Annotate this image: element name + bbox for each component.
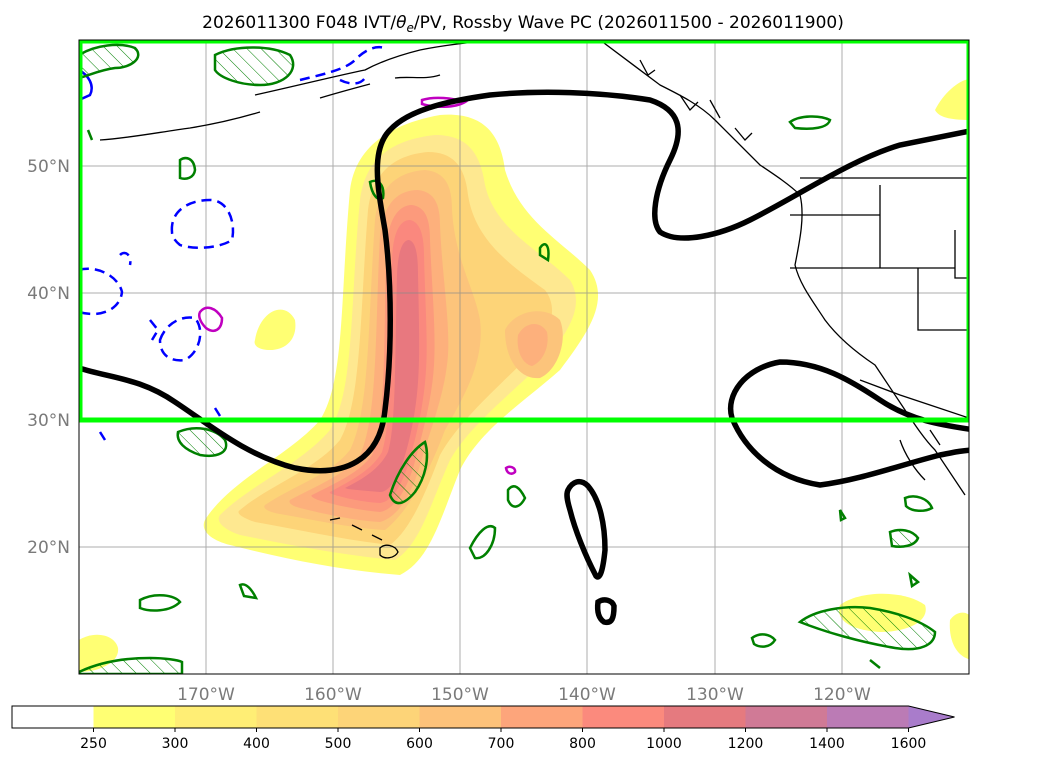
green-contour-2 (213, 46, 295, 87)
green-contour-9 (506, 485, 527, 508)
green-contour-12 (79, 656, 184, 674)
green-contour-4 (176, 427, 228, 457)
colorbar-outline (11, 705, 955, 729)
green-contour-11 (238, 583, 259, 600)
blue-solid-contours (79, 68, 222, 441)
ivt-1000 (345, 240, 420, 492)
green-contour-5 (388, 440, 429, 505)
magenta-contour-3 (504, 465, 517, 475)
colorbar-segment (745, 706, 827, 728)
green-contour-8 (468, 525, 497, 560)
magenta-contour-1 (198, 306, 224, 332)
wave-contour-east (727, 359, 969, 488)
colorbar-segment (93, 706, 175, 728)
ivt-250-blob-b (935, 79, 969, 120)
green-contour-7 (538, 243, 550, 263)
ivt-250-blob-e (949, 612, 969, 660)
colorbar-tick-label: 700 (488, 736, 515, 752)
coast-islands-1 (639, 59, 753, 141)
green-contour-3 (178, 156, 197, 180)
colorbar: 250 300 400 500 600 700 800 1000 1200 1400 1600 (11, 705, 955, 752)
blue-dashed-3 (158, 316, 202, 362)
green-contour-1 (79, 43, 140, 80)
lon-tick-label: 160°W (304, 685, 362, 705)
wave-contour-loop-2 (594, 597, 617, 626)
colorbar-tick-label: 1000 (646, 736, 682, 752)
green-contour-15 (888, 528, 920, 548)
green-contour-17 (750, 633, 777, 648)
lon-tick-labels: 170°W 160°W 150°W 140°W 130°W 120°W (177, 685, 871, 705)
colorbar-tick-label: 600 (406, 736, 433, 752)
colorbar-tick-label: 250 (80, 736, 107, 752)
map-frame (78, 39, 970, 675)
green-contours (79, 43, 937, 674)
colorbar-segment (338, 706, 420, 728)
colorbar-tick-label: 1200 (728, 736, 764, 752)
coast-hawaii (329, 517, 399, 559)
colorbar-tick-label: 500 (325, 736, 352, 752)
lon-tick-label: 170°W (177, 685, 235, 705)
ivt-250-blob-a (254, 309, 296, 350)
lat-tick-labels: 20°N 30°N 40°N 50°N (27, 157, 70, 558)
lon-tick-label: 130°W (686, 685, 744, 705)
green-contour-18 (86, 129, 921, 669)
ivt-600-east (517, 324, 548, 366)
figure-title: 2026011300 F048 IVT/θe/PV, Rossby Wave P… (202, 13, 844, 35)
colorbar-segment (419, 706, 501, 728)
colorbar-under-segment (12, 706, 94, 728)
lon-tick-label: 120°W (813, 685, 871, 705)
colorbar-tick-label: 400 (243, 736, 270, 752)
blue-dashed-5 (119, 251, 132, 266)
colorbar-segment (501, 706, 583, 728)
map-area (79, 40, 969, 674)
colorbar-tick-label: 800 (569, 736, 596, 752)
colorbar-tick-label: 300 (162, 736, 189, 752)
colorbar-segment (582, 706, 664, 728)
lat-tick-label: 30°N (27, 411, 70, 431)
blue-dashed-contours (79, 45, 386, 362)
wave-contour-loop-1 (564, 478, 608, 580)
green-contour-14 (788, 115, 832, 130)
blue-dashed-1 (170, 198, 235, 249)
lat-tick-label: 40°N (27, 284, 70, 304)
colorbar-tick-label: 1400 (809, 736, 845, 752)
border-states-1 (790, 185, 969, 331)
lat-tick-label: 20°N (27, 538, 70, 558)
border-mexico (859, 379, 969, 419)
coast-alaska (99, 40, 501, 141)
green-contour-10 (138, 594, 182, 612)
region-box (79, 40, 969, 423)
lat-tick-label: 50°N (27, 157, 70, 177)
colorbar-segment (664, 706, 746, 728)
lon-tick-label: 150°W (431, 685, 489, 705)
lon-tick-label: 140°W (558, 685, 616, 705)
wave-contour-main (79, 89, 969, 474)
colorbar-extend-arrow (908, 706, 955, 728)
blue-dashed-2 (79, 267, 124, 316)
colorbar-tick-label: 1600 (891, 736, 927, 752)
blue-solid-2 (98, 407, 222, 441)
blue-dashed-6 (149, 319, 160, 341)
blue-dashed-4 (299, 45, 386, 85)
colorbar-segment (175, 706, 257, 728)
green-contour-16 (903, 495, 934, 512)
colorbar-segment (827, 706, 909, 728)
ivt-shading (79, 79, 969, 672)
green-contour-13 (797, 605, 937, 651)
colorbar-segment (256, 706, 338, 728)
